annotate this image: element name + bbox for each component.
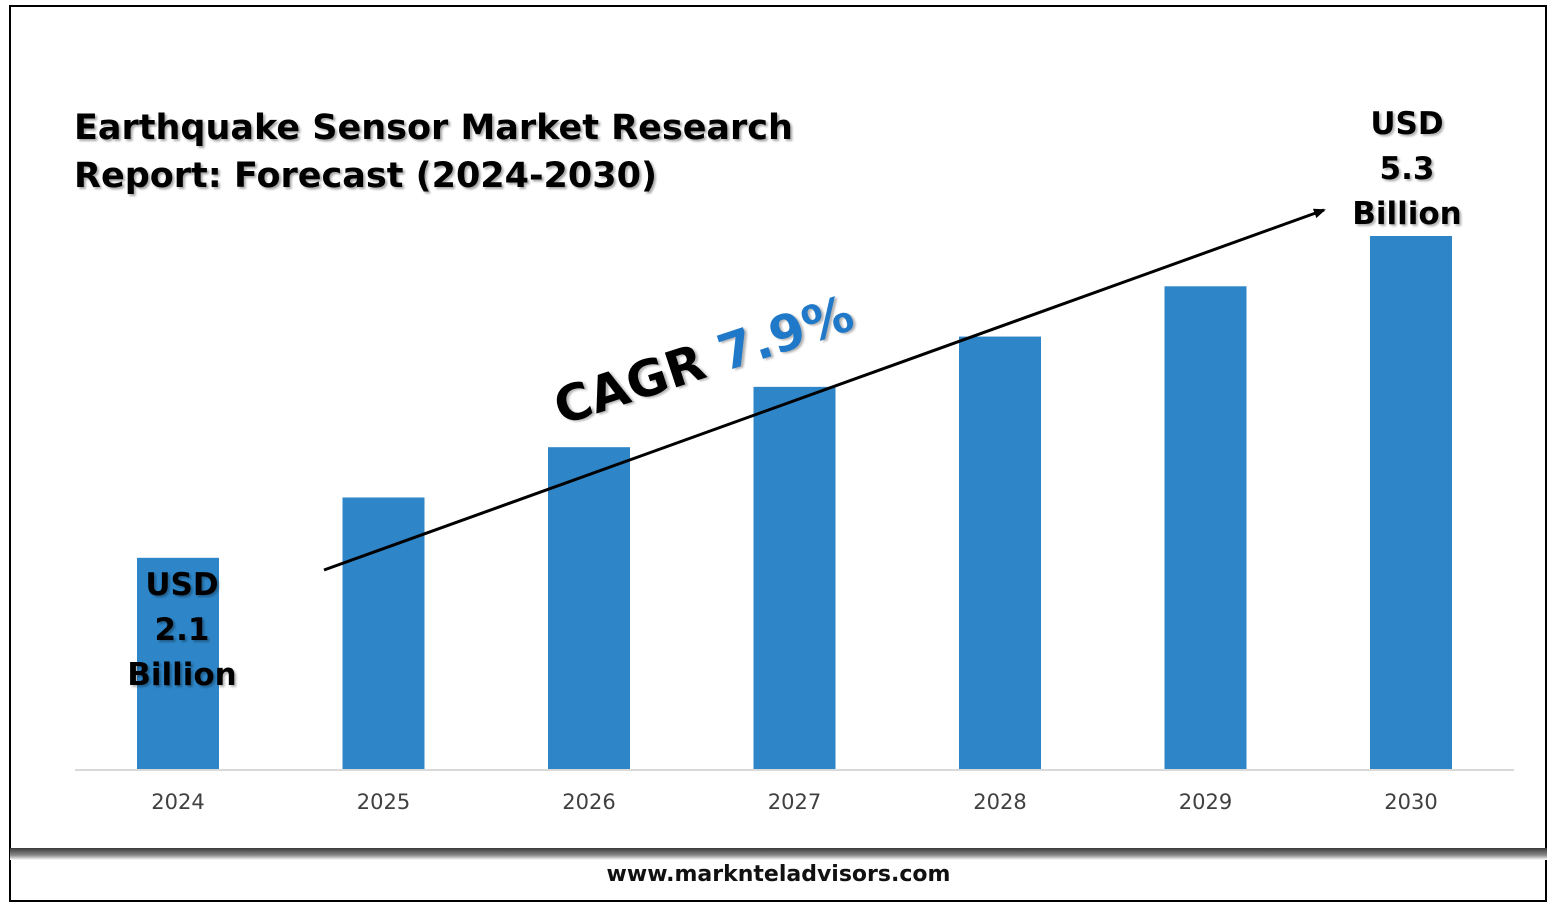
start-value-callout: USD 2.1 Billion [112,563,252,698]
x-tick-2025: 2025 [357,790,410,814]
bar-2027 [753,386,836,769]
x-tick-2029: 2029 [1179,790,1232,814]
x-tick-labels: 2024 2025 2026 2027 2028 2029 2030 [151,790,1437,814]
end-value-callout: USD 5.3 Billion [1340,102,1474,237]
bars-group [137,236,1452,769]
end-callout-unit: Billion [1352,196,1462,232]
x-tick-2030: 2030 [1384,790,1437,814]
bar-2029 [1164,286,1247,769]
bar-2025 [342,497,425,769]
chart-title: Earthquake Sensor Market Research Report… [74,108,793,196]
x-tick-2026: 2026 [562,790,615,814]
bar-2030 [1370,236,1452,769]
end-callout-currency: USD [1370,106,1444,142]
start-callout-currency: USD [145,567,219,603]
x-tick-2024: 2024 [151,790,204,814]
x-tick-2027: 2027 [768,790,821,814]
footer-divider [10,848,1547,860]
start-callout-unit: Billion [127,657,237,693]
start-callout-value: 2.1 [154,612,210,648]
end-callout-value: 5.3 [1379,151,1435,187]
bar-2024 [137,557,219,769]
bar-2026 [548,447,630,769]
cagr-trend-arrow [323,208,1326,572]
bar-2028 [959,336,1041,769]
footer-url: www.marknteladvisors.com [606,862,951,887]
x-tick-2028: 2028 [973,790,1026,814]
